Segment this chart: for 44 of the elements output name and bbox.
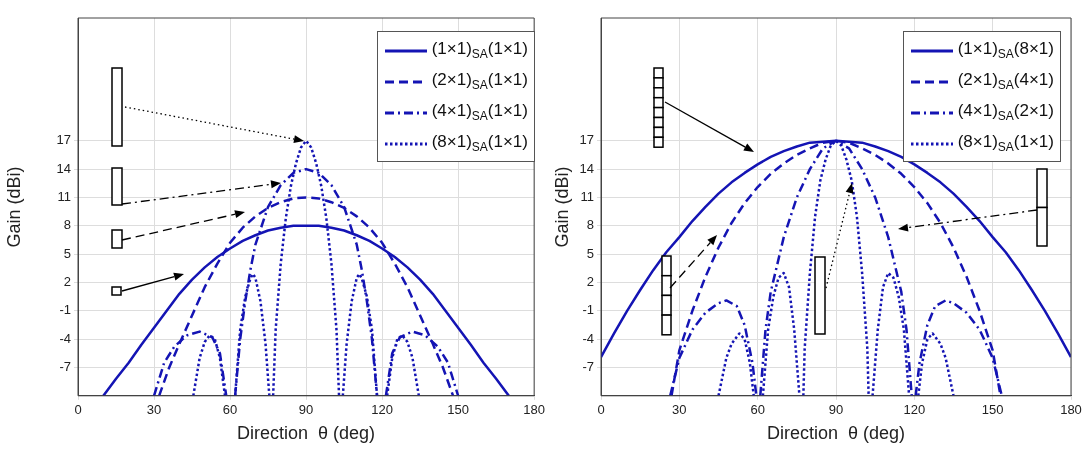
y-tick-label: 17: [56, 132, 71, 148]
x-tick-label: 0: [597, 402, 605, 418]
legend-label: (1×1)$_{SA}$(1×1): [431, 39, 528, 62]
y-tick-label: 2: [586, 274, 594, 290]
legend-label: (2×1)$_{SA}$(1×1): [431, 70, 528, 93]
x-tick-label: 180: [523, 402, 546, 418]
x-tick-label: 120: [903, 402, 926, 418]
legend-label: (1×1)$_{SA}$(8×1): [957, 39, 1054, 62]
legend-label: (4×1)$_{SA}$(2×1): [957, 101, 1054, 124]
x-tick-label: 120: [371, 402, 393, 418]
y-axis-title: Gain (dBi): [551, 166, 572, 248]
y-tick-label: 14: [56, 160, 71, 176]
y-tick-label: -1: [582, 302, 594, 318]
y-tick-label: 11: [580, 189, 594, 205]
x-tick-label: 30: [672, 402, 687, 418]
y-tick-label: 2: [63, 274, 71, 290]
y-tick-label: 5: [586, 245, 594, 261]
y-tick-label: -4: [582, 330, 594, 346]
x-tick-label: 60: [222, 402, 238, 418]
x-tick-label: 0: [74, 402, 82, 418]
legend-label: (4×1)$_{SA}$(1×1): [431, 101, 528, 124]
y-tick-label: -7: [582, 359, 594, 375]
x-axis-title: Direction θ (deg): [237, 423, 376, 444]
y-axis-title: Gain (dBi): [3, 166, 24, 248]
y-tick-label: -7: [59, 359, 71, 375]
legend-label: (8×1)$_{SA}$(1×1): [957, 132, 1054, 155]
y-tick-label: 8: [63, 217, 71, 233]
x-axis-title: Direction θ (deg): [766, 423, 906, 444]
x-tick-label: 90: [298, 402, 314, 418]
x-tick-label: 150: [981, 402, 1004, 418]
y-tick-label: -4: [59, 330, 71, 346]
x-tick-label: 90: [828, 402, 844, 418]
y-tick-label: 17: [579, 132, 594, 148]
x-tick-label: 30: [146, 402, 162, 418]
y-tick-label: 11: [57, 189, 71, 205]
x-tick-label: 180: [1060, 402, 1082, 418]
y-tick-label: 5: [63, 245, 71, 261]
y-tick-label: 8: [586, 217, 594, 233]
legend-label: (2×1)$_{SA}$(4×1): [957, 70, 1054, 93]
x-tick-label: 150: [447, 402, 469, 418]
y-tick-label: -1: [59, 302, 71, 318]
legend-label: (8×1)$_{SA}$(1×1): [431, 132, 528, 155]
x-tick-label: 60: [750, 402, 765, 418]
y-tick-label: 14: [579, 160, 594, 176]
